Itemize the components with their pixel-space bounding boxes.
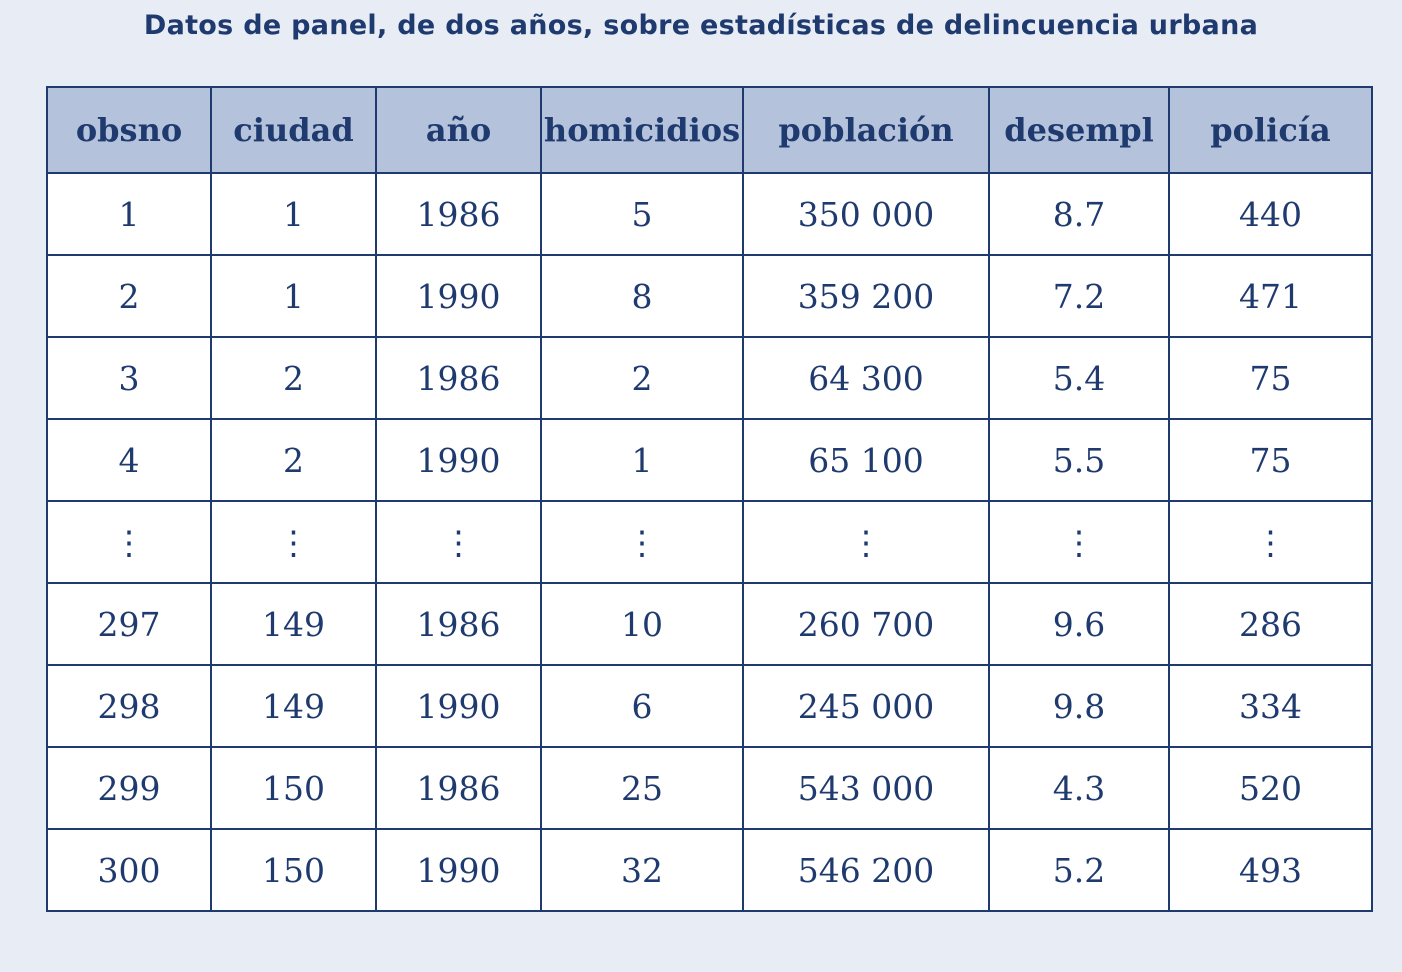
cell-anio: 1986 bbox=[375, 336, 542, 420]
cell-anio: 1986 bbox=[375, 746, 542, 830]
header-desempl: desempl bbox=[988, 86, 1170, 174]
cell-policia: 75 bbox=[1168, 336, 1373, 420]
cell-policia: 75 bbox=[1168, 418, 1373, 502]
cell-obsno: 299 bbox=[46, 746, 212, 830]
cell-ciudad: 2 bbox=[210, 336, 377, 420]
table-row: 298 149 1990 6 245 000 9.8 334 bbox=[46, 664, 1373, 748]
panel-data-table: obsno ciudad año homicidios población de… bbox=[46, 86, 1373, 912]
cell-homicidios: 1 bbox=[540, 418, 744, 502]
cell-ciudad: ⋮ bbox=[210, 500, 377, 584]
cell-poblacion: 245 000 bbox=[742, 664, 990, 748]
cell-obsno: 298 bbox=[46, 664, 212, 748]
cell-ciudad: 2 bbox=[210, 418, 377, 502]
cell-desempl: 9.6 bbox=[988, 582, 1170, 666]
cell-poblacion: 65 100 bbox=[742, 418, 990, 502]
cell-policia: ⋮ bbox=[1168, 500, 1373, 584]
cell-policia: 286 bbox=[1168, 582, 1373, 666]
table-row: 1 1 1986 5 350 000 8.7 440 bbox=[46, 172, 1373, 256]
cell-anio: 1986 bbox=[375, 172, 542, 256]
cell-desempl: 9.8 bbox=[988, 664, 1170, 748]
cell-poblacion: 260 700 bbox=[742, 582, 990, 666]
cell-ciudad: 1 bbox=[210, 254, 377, 338]
cell-homicidios: 8 bbox=[540, 254, 744, 338]
table-title: Datos de panel, de dos años, sobre estad… bbox=[143, 10, 1259, 41]
cell-homicidios: 2 bbox=[540, 336, 744, 420]
cell-homicidios: 5 bbox=[540, 172, 744, 256]
cell-anio: 1986 bbox=[375, 582, 542, 666]
cell-anio: 1990 bbox=[375, 418, 542, 502]
cell-policia: 440 bbox=[1168, 172, 1373, 256]
table-header: obsno ciudad año homicidios población de… bbox=[46, 86, 1373, 174]
cell-obsno: 300 bbox=[46, 828, 212, 912]
cell-desempl: ⋮ bbox=[988, 500, 1170, 584]
header-anio: año bbox=[375, 86, 542, 174]
table-row: 299 150 1986 25 543 000 4.3 520 bbox=[46, 746, 1373, 830]
cell-homicidios: 32 bbox=[540, 828, 744, 912]
table-row: 297 149 1986 10 260 700 9.6 286 bbox=[46, 582, 1373, 666]
header-homicidios: homicidios bbox=[540, 86, 744, 174]
cell-homicidios: 25 bbox=[540, 746, 744, 830]
cell-homicidios: 6 bbox=[540, 664, 744, 748]
table-row: 2 1 1990 8 359 200 7.2 471 bbox=[46, 254, 1373, 338]
cell-obsno: 2 bbox=[46, 254, 212, 338]
cell-poblacion: 350 000 bbox=[742, 172, 990, 256]
header-policia: policía bbox=[1168, 86, 1373, 174]
cell-anio: ⋮ bbox=[375, 500, 542, 584]
cell-ciudad: 150 bbox=[210, 746, 377, 830]
cell-homicidios: 10 bbox=[540, 582, 744, 666]
cell-anio: 1990 bbox=[375, 828, 542, 912]
cell-obsno: 4 bbox=[46, 418, 212, 502]
cell-obsno: 1 bbox=[46, 172, 212, 256]
cell-desempl: 4.3 bbox=[988, 746, 1170, 830]
cell-anio: 1990 bbox=[375, 664, 542, 748]
cell-ciudad: 149 bbox=[210, 664, 377, 748]
cell-homicidios: ⋮ bbox=[540, 500, 744, 584]
cell-obsno: ⋮ bbox=[46, 500, 212, 584]
cell-poblacion: 543 000 bbox=[742, 746, 990, 830]
cell-desempl: 5.4 bbox=[988, 336, 1170, 420]
table-row: 300 150 1990 32 546 200 5.2 493 bbox=[46, 828, 1373, 912]
cell-desempl: 8.7 bbox=[988, 172, 1170, 256]
cell-poblacion: 64 300 bbox=[742, 336, 990, 420]
table-row: 3 2 1986 2 64 300 5.4 75 bbox=[46, 336, 1373, 420]
cell-obsno: 297 bbox=[46, 582, 212, 666]
cell-policia: 334 bbox=[1168, 664, 1373, 748]
cell-policia: 520 bbox=[1168, 746, 1373, 830]
table-row: 4 2 1990 1 65 100 5.5 75 bbox=[46, 418, 1373, 502]
cell-desempl: 7.2 bbox=[988, 254, 1170, 338]
cell-anio: 1990 bbox=[375, 254, 542, 338]
cell-ciudad: 149 bbox=[210, 582, 377, 666]
header-obsno: obsno bbox=[46, 86, 212, 174]
cell-policia: 471 bbox=[1168, 254, 1373, 338]
cell-desempl: 5.5 bbox=[988, 418, 1170, 502]
cell-ciudad: 150 bbox=[210, 828, 377, 912]
cell-poblacion: ⋮ bbox=[742, 500, 990, 584]
cell-poblacion: 359 200 bbox=[742, 254, 990, 338]
cell-poblacion: 546 200 bbox=[742, 828, 990, 912]
table-body: 1 1 1986 5 350 000 8.7 440 2 1 1990 8 359 200 7.2 471… bbox=[46, 172, 1373, 912]
header-poblacion: población bbox=[742, 86, 990, 174]
table-row: ⋮ ⋮ ⋮ ⋮ ⋮ ⋮ ⋮ bbox=[46, 500, 1373, 584]
cell-ciudad: 1 bbox=[210, 172, 377, 256]
cell-policia: 493 bbox=[1168, 828, 1373, 912]
cell-desempl: 5.2 bbox=[988, 828, 1170, 912]
header-ciudad: ciudad bbox=[210, 86, 377, 174]
cell-obsno: 3 bbox=[46, 336, 212, 420]
header-row: obsno ciudad año homicidios población de… bbox=[46, 86, 1373, 174]
